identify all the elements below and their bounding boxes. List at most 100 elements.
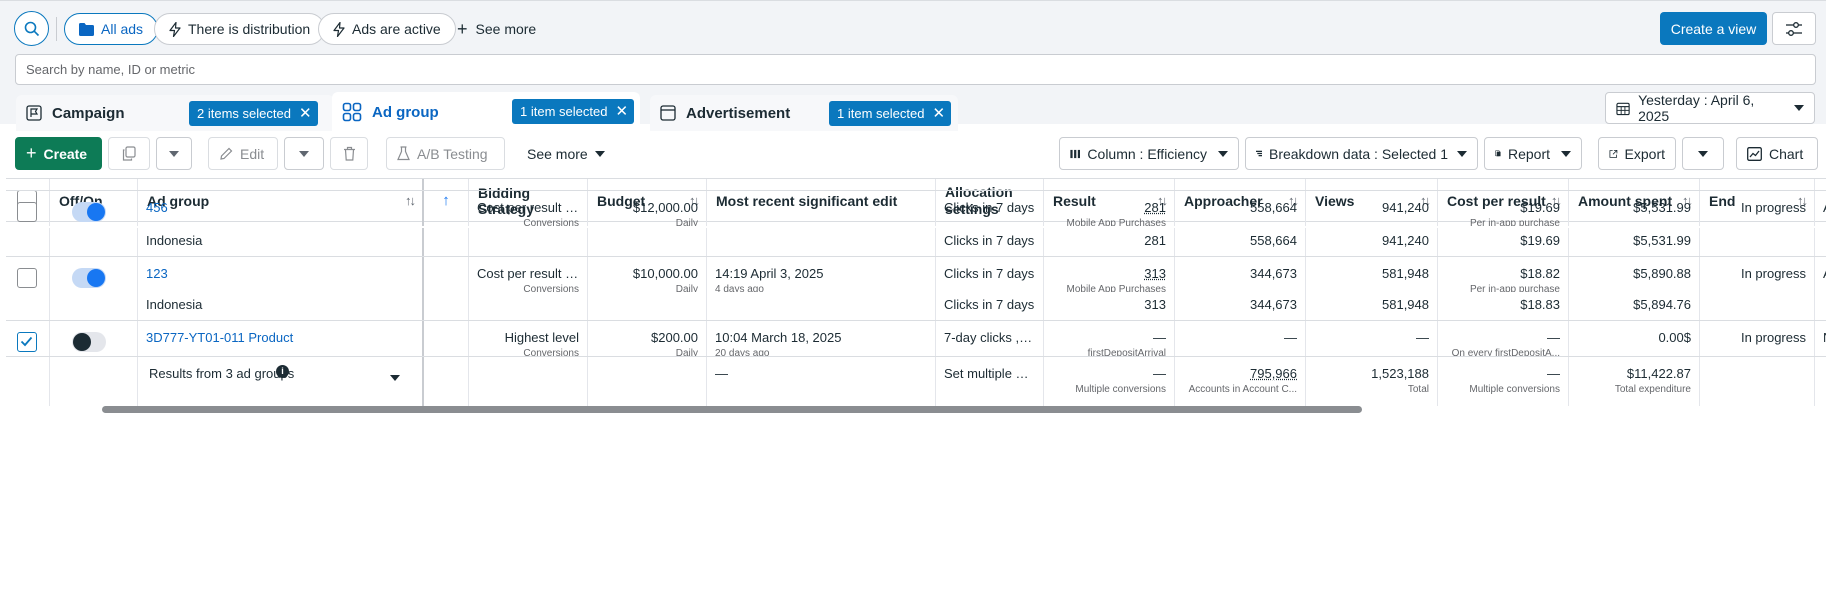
sort-icon[interactable]: ↑↓ (405, 193, 416, 208)
cost-per-result-sub: Per in-app purchase (1469, 284, 1560, 292)
search-toggle-button[interactable] (14, 11, 49, 46)
ab-testing-button[interactable]: A/B Testing (386, 137, 505, 170)
chart-button[interactable]: Chart (1736, 137, 1818, 170)
filter-distribution[interactable]: There is distribution (154, 13, 326, 45)
delete-button[interactable] (330, 137, 368, 170)
approacher-value: — (1284, 330, 1297, 345)
budget-value: $200.00 (651, 330, 698, 345)
tab-campaign[interactable]: Campaign 2 items selected ✕ (16, 95, 334, 131)
totals-allocation: Set multiple pr... (944, 366, 1035, 381)
table-row[interactable]: 456 Cost per result ta... Conversions $12,0… (6, 190, 1826, 226)
cell-edit (707, 228, 936, 256)
status-toggle-on[interactable] (72, 268, 106, 288)
chevron-down-icon (299, 150, 309, 157)
ad-group-selection-chip[interactable]: 1 item selected ✕ (512, 99, 635, 124)
status-toggle-off[interactable] (72, 332, 106, 352)
close-icon[interactable]: ✕ (932, 105, 946, 122)
breakdown-approacher: 558,664 (1250, 233, 1297, 248)
end-status: In progress (1740, 200, 1806, 215)
date-range-picker[interactable]: Yesterday : April 6, 2025 (1605, 92, 1815, 124)
toggle-knob (87, 203, 105, 221)
ab-testing-label: A/B Testing (417, 145, 488, 162)
cell-cost: $19.69 Per in-app purchase (1438, 191, 1569, 226)
cell-gap (424, 321, 469, 356)
totals-cost-sub: Multiple conversions (1469, 384, 1560, 395)
breakdown-amount: $5,531.99 (1633, 233, 1691, 248)
see-more-filters-label: See more (475, 21, 537, 37)
edit-button[interactable]: Edit (208, 137, 278, 170)
cell-trail: A (1815, 191, 1826, 226)
plus-icon: + (457, 18, 468, 39)
sort-icon[interactable]: ↑↓ (1288, 193, 1299, 208)
cost-per-result-sub: Per in-app purchase (1469, 218, 1560, 226)
cell-trail: A (1815, 257, 1826, 292)
search-input[interactable] (15, 54, 1816, 85)
ad-group-name-link[interactable]: 123 (146, 266, 168, 281)
edit-dropdown-button[interactable] (284, 137, 324, 170)
approacher-value: 344,673 (1250, 266, 1297, 281)
cell-bidding: Cost per result ta... Conversions (469, 191, 588, 226)
sort-icon[interactable]: ↑↓ (689, 193, 700, 208)
advertisement-selection-chip[interactable]: 1 item selected ✕ (829, 101, 952, 126)
bidding-strategy: Highest level (504, 330, 579, 345)
filter-all-ads[interactable]: All ads (64, 13, 159, 45)
result-value: 313 (1144, 266, 1166, 281)
breakdown-result: 281 (1144, 233, 1166, 248)
view-settings-button[interactable] (1772, 12, 1816, 45)
cell-result: 281 Mobile App Purchases (1044, 191, 1175, 226)
arrow-up-icon[interactable]: ↑ (442, 192, 450, 209)
tab-advertisement[interactable]: Advertisement 1 item selected ✕ (650, 95, 958, 131)
see-more-actions-button[interactable]: See more (516, 137, 608, 170)
export-button[interactable]: Export (1598, 137, 1676, 170)
breakdown-button[interactable]: Breakdown data : Selected 1 (1245, 137, 1478, 170)
sort-icon[interactable]: ↑↓ (1420, 193, 1431, 208)
report-button[interactable]: Report (1484, 137, 1582, 170)
sort-icon[interactable]: ↑↓ (1157, 193, 1168, 208)
ad-group-name-link[interactable]: 3D777-YT01-011 Product (146, 330, 294, 345)
chevron-down-icon[interactable] (390, 375, 400, 381)
row-checkbox[interactable] (17, 202, 37, 222)
bidding-strategy-sub: Conversions (523, 218, 579, 226)
ad-group-name-link[interactable]: 456 (146, 200, 168, 215)
cell-views: 941,240 (1306, 228, 1438, 256)
table-row[interactable]: 3D777-YT01-011 Product Highest level Conve… (6, 320, 1826, 356)
calendar-icon (1616, 102, 1630, 115)
horizontal-scrollbar[interactable] (102, 406, 1362, 413)
column-header-bidding[interactable]: Bidding Strategy (469, 179, 588, 222)
row-checkbox[interactable] (17, 268, 37, 288)
row-checkbox-checked[interactable] (17, 332, 37, 352)
column-header-allocation[interactable]: Allocation settings (936, 179, 1044, 222)
see-more-filters-button[interactable]: + See more (457, 13, 536, 45)
budget-value: $10,000.00 (632, 266, 698, 281)
edit-label: Edit (240, 145, 265, 162)
info-icon[interactable]: i (276, 365, 289, 378)
table-row[interactable]: 123 Cost per result ta... Conversions $10,0… (6, 256, 1826, 292)
cell-edit (707, 292, 936, 320)
sort-icon[interactable]: ↑↓ (1797, 193, 1808, 208)
status-toggle-on[interactable] (72, 202, 106, 222)
export-dropdown-button[interactable] (1682, 137, 1724, 170)
allocation-setting: Clicks in 7 days (944, 200, 1035, 215)
create-button[interactable]: + Create (15, 137, 102, 170)
totals-amount-sub: Total expenditure (1614, 384, 1691, 395)
cell-amount: $11,422.87 Total expenditure (1569, 357, 1700, 406)
close-icon[interactable]: ✕ (615, 103, 629, 120)
close-icon[interactable]: ✕ (298, 105, 312, 122)
totals-amount: $11,422.87 (1626, 366, 1691, 381)
breakdown-cost: $19.69 (1520, 233, 1560, 248)
cell-name: Indonesia (138, 292, 424, 320)
filter-active[interactable]: Ads are active (318, 13, 456, 45)
bidding-strategy: Cost per result ta... (477, 266, 579, 281)
duplicate-button[interactable] (108, 137, 150, 170)
tab-ad-group[interactable]: Ad group 1 item selected ✕ (332, 92, 640, 132)
campaign-selection-chip[interactable]: 2 items selected ✕ (189, 101, 318, 126)
create-view-button[interactable]: Create a view (1660, 12, 1767, 45)
duplicate-dropdown-button[interactable] (156, 137, 192, 170)
sort-icon[interactable]: ↑↓ (1551, 193, 1562, 208)
sort-icon[interactable]: ↑↓ (1682, 193, 1693, 208)
totals-approacher: 795,966 (1250, 366, 1297, 381)
cell-views: 581,948 (1306, 292, 1438, 320)
chevron-down-icon (1794, 105, 1804, 111)
columns-button[interactable]: Column : Efficiency (1059, 137, 1239, 170)
cell-gap (424, 191, 469, 226)
